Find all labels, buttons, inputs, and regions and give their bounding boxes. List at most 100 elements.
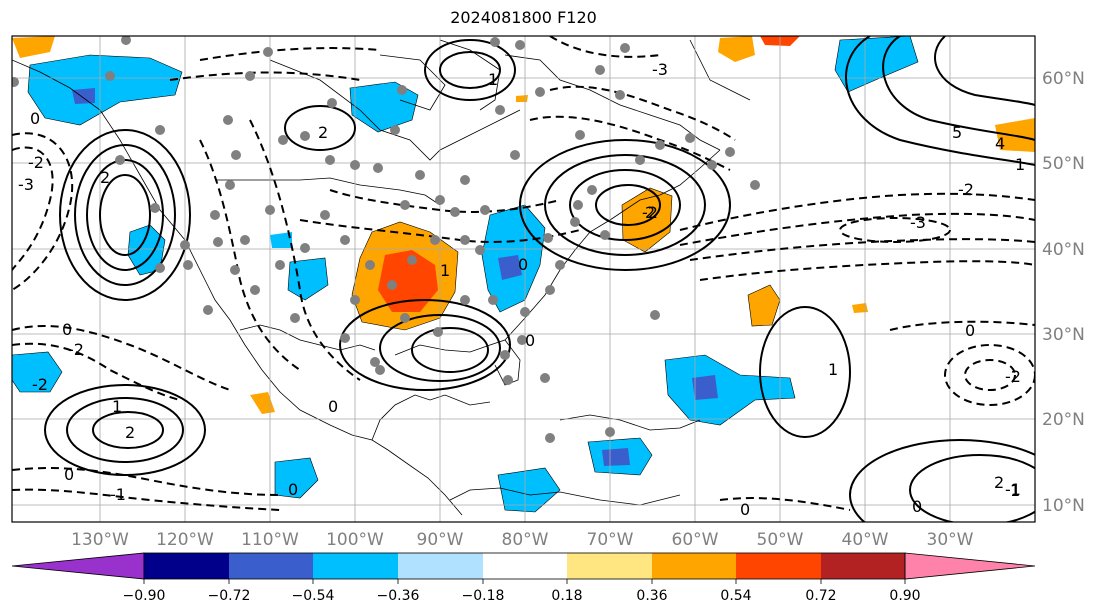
lon-label: 130°W [71, 530, 129, 550]
contour-label: 1 [1010, 481, 1020, 500]
warm-anomaly-greenland [718, 36, 755, 62]
contour-label: -3 [910, 213, 926, 232]
cool-anomaly-caribbean [664, 354, 796, 426]
cool-anomaly-central-am [274, 457, 319, 499]
warm-anomaly-tiny [516, 95, 528, 102]
lon-label: 30°W [927, 530, 974, 550]
lat-label: 50°N [1042, 154, 1085, 174]
cool-anomaly-alaska [27, 54, 183, 126]
colorbar-tick-label: 0.54 [720, 588, 751, 604]
contour-label: -1 [1005, 480, 1021, 499]
colorbar-tick-label: 0.36 [636, 588, 667, 604]
contour-label: 1 [488, 70, 498, 89]
contour-label: -3 [18, 175, 34, 194]
contour-label: 4 [995, 134, 1005, 153]
contour-label: -2 [32, 375, 48, 394]
strong-warm-anomaly-central-us [378, 250, 438, 312]
contour-label: -1 [110, 485, 126, 504]
longitude-labels: 130°W 120°W 110°W 100°W 90°W 80°W 70°W 6… [71, 530, 974, 550]
cool-anomaly-caribbean-core [692, 375, 718, 400]
lon-label: 120°W [156, 530, 214, 550]
contour-label: -2 [958, 180, 974, 199]
colorbar-segment [313, 553, 398, 579]
colorbar-arrow-left [11, 552, 145, 580]
colorbar-tick-label: −0.18 [462, 588, 505, 604]
warm-anomaly-nw [12, 36, 55, 58]
colorbar-tick-label: 0.18 [551, 588, 582, 604]
contour-label: 0 [62, 320, 72, 339]
colorbar-segment [483, 553, 567, 579]
cool-anomaly-texas [287, 257, 329, 301]
lon-label: 50°W [757, 530, 804, 550]
contour-label: 5 [952, 123, 962, 142]
warm-anomaly-small [852, 303, 868, 313]
lon-label: 70°W [587, 530, 634, 550]
colorbar: −0.90 −0.72 −0.54 −0.36 −0.18 0.18 0.36 … [11, 552, 1036, 604]
contour-label: -3 [652, 60, 668, 79]
colorbar-tick-labels: −0.90 −0.72 −0.54 −0.36 −0.18 0.18 0.36 … [123, 588, 921, 604]
cool-anomaly-alaska-core [72, 88, 95, 104]
contour-label: 2 [318, 123, 328, 142]
cool-anomaly-east-us-core [498, 255, 522, 280]
colorbar-segment [736, 553, 821, 579]
colorbar-segment [229, 553, 313, 579]
map-frame [11, 35, 1036, 523]
contour-label: 2 [994, 473, 1004, 492]
contour-label: 0 [912, 497, 922, 516]
cool-anomaly-small-west [270, 232, 292, 248]
lon-label: 60°W [672, 530, 719, 550]
station-dots [12, 36, 760, 443]
colorbar-segment [398, 553, 483, 579]
contour-label: 0 [518, 255, 528, 274]
contour-label: 0 [740, 500, 750, 519]
cool-anomaly-sa [497, 467, 561, 513]
colorbar-segment [144, 553, 229, 579]
colorbar-tick-label: −0.72 [208, 588, 251, 604]
colorbar-tick-label: −0.36 [377, 588, 420, 604]
cool-anomaly-antilles-core [602, 448, 630, 466]
contour-label: 2 [100, 168, 110, 187]
contour-label: 2 [645, 203, 655, 222]
contour-label: 0 [64, 465, 74, 484]
lon-label: 110°W [241, 530, 299, 550]
colorbar-segment [567, 553, 652, 579]
lat-label: 40°N [1042, 240, 1085, 260]
contour-label: 2 [125, 423, 135, 442]
negative-contours [12, 36, 1035, 511]
warm-anomaly-atlantic [747, 284, 781, 327]
cool-anomaly-east-pacific [12, 351, 63, 393]
colorbar-arrow-right [904, 552, 1036, 580]
lat-label: 60°N [1042, 69, 1085, 89]
contour-label: 0 [288, 480, 298, 499]
contour-label: 1 [112, 397, 122, 416]
lat-label: 20°N [1042, 410, 1085, 430]
lon-label: 90°W [417, 530, 464, 550]
lat-label: 10°N [1042, 496, 1085, 516]
colorbar-frame [143, 552, 906, 580]
contour-label: 0 [328, 397, 338, 416]
colorbar-segment [821, 553, 905, 579]
lon-label: 40°W [842, 530, 889, 550]
contour-label: -2 [1005, 367, 1021, 386]
contour-label: 0 [30, 109, 40, 128]
warm-anomaly-baja [250, 392, 275, 414]
colorbar-tick-label: −0.90 [123, 588, 166, 604]
latitude-labels: 60°N 50°N 40°N 30°N 20°N 10°N [1042, 69, 1085, 516]
map-title: 2024081800 F120 [450, 8, 597, 27]
lat-label: 30°N [1042, 325, 1085, 345]
lon-label: 80°W [502, 530, 549, 550]
lon-label: 100°W [326, 530, 384, 550]
colorbar-tick-label: 0.72 [805, 588, 836, 604]
contour-label: 1 [440, 261, 450, 280]
contour-label: -2 [642, 203, 658, 222]
colorbar-ticks [143, 579, 906, 584]
contour-label: -2 [68, 340, 84, 359]
colorbar-segment [652, 553, 736, 579]
contour-labels: 1 5 4 1 2 2 1 2 2 1 1 0 1 2 -2 -3 -2 -3 … [18, 60, 1025, 519]
colorbar-tick-label: −0.54 [292, 588, 335, 604]
contour-label: 0 [525, 331, 535, 350]
contour-label: 1 [1015, 155, 1025, 174]
colorbar-tick-label: 0.90 [889, 588, 920, 604]
contour-label: 0 [965, 321, 975, 340]
